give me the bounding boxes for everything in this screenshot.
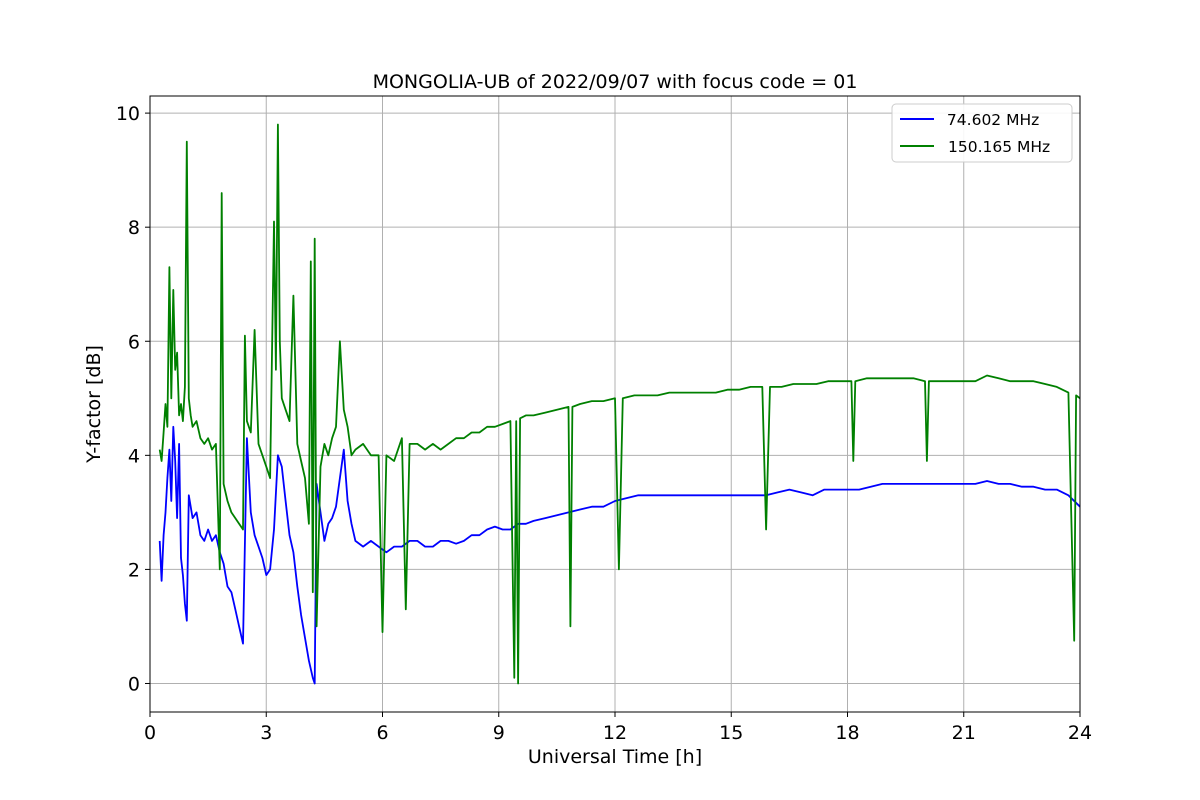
legend-label-74mhz: 74.602 MHz [942, 111, 1039, 129]
y-tick-label: 0 [128, 673, 140, 695]
x-axis-label: Universal Time [h] [528, 746, 702, 768]
x-tick-label: 6 [376, 722, 388, 744]
legend-label-150mhz: 150.165 MHz [948, 138, 1050, 156]
x-tick-label: 15 [719, 722, 743, 744]
y-tick-label: 8 [128, 217, 140, 239]
legend: 74.602 MHz 150.165 MHz [891, 103, 1073, 163]
x-tick-label: 9 [493, 722, 505, 744]
x-tick-label: 18 [835, 722, 859, 744]
series-layer [158, 123, 1081, 685]
y-tick-label: 6 [128, 331, 140, 353]
y-tick-label: 4 [128, 445, 140, 467]
legend-box [891, 103, 1073, 163]
y-axis: 0 2 4 6 8 10 [116, 103, 150, 695]
y-tick-label: 10 [116, 103, 140, 125]
series-line-150mhz [158, 123, 1081, 685]
x-tick-label: 24 [1068, 722, 1092, 744]
x-tick-label: 21 [952, 722, 976, 744]
x-axis: 0 3 6 9 12 15 18 21 24 [144, 712, 1092, 744]
series-line-74mhz [158, 425, 1081, 685]
y-tick-label: 2 [128, 559, 140, 581]
x-tick-label: 0 [144, 722, 156, 744]
chart-title: MONGOLIA-UB of 2022/09/07 with focus cod… [373, 71, 858, 93]
y-axis-label: Y-factor [dB] [83, 345, 105, 464]
x-tick-label: 3 [260, 722, 272, 744]
x-tick-label: 12 [603, 722, 627, 744]
